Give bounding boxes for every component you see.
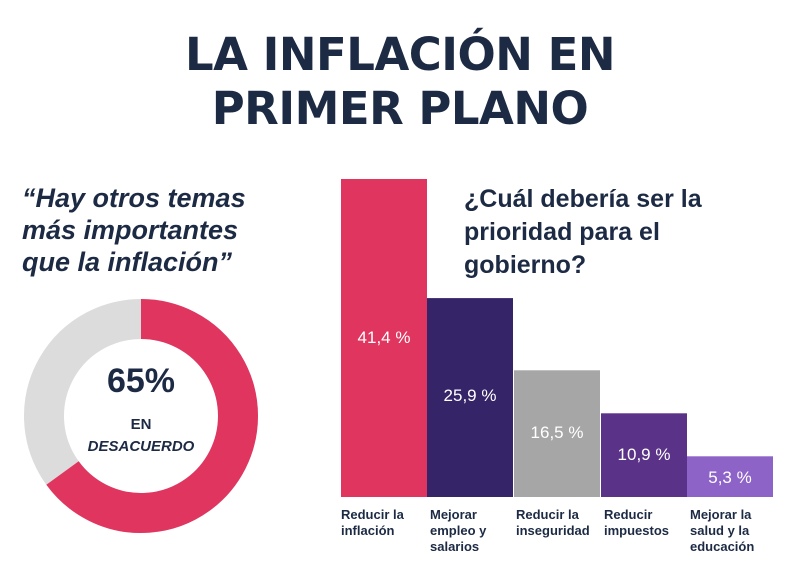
quote-line-3: que la inflación” — [22, 247, 233, 277]
category-label-line: Mejorar — [430, 507, 477, 522]
category-label-health-education: Mejorar la salud y la educación — [690, 507, 754, 555]
donut-status-line-1: EN — [131, 416, 152, 433]
category-label-inflation: Reducir la inflación — [341, 507, 404, 539]
bar-value-label: 16,5 % — [531, 423, 584, 442]
category-label-line: salud y la — [690, 523, 750, 538]
bar-health-education — [687, 456, 773, 497]
bar-taxes — [601, 413, 687, 497]
category-label-line: empleo y — [430, 523, 487, 538]
category-label-line: educación — [690, 539, 755, 554]
donut-percent-label: 65% — [107, 362, 175, 400]
category-label-line: salarios — [430, 539, 480, 554]
category-label-line: inflación — [341, 523, 395, 538]
quote-line-1: “Hay otros temas — [22, 183, 246, 213]
title-line-1: LA INFLACIÓN EN — [184, 28, 616, 81]
page-title: LA INFLACIÓN EN PRIMER PLANO — [0, 28, 800, 136]
question-line-1: ¿Cuál debería ser la — [464, 185, 702, 213]
donut-chart: 65% EN DESACUERDO — [24, 299, 258, 533]
category-label-line: Mejorar la — [690, 507, 752, 522]
chart-question: ¿Cuál debería ser la prioridad para el g… — [464, 183, 784, 282]
category-label-line: impuestos — [604, 523, 670, 538]
category-label-line: Reducir — [604, 507, 653, 522]
quote-line-2: más importantes — [22, 215, 239, 245]
category-label-line: inseguridad — [516, 523, 590, 538]
bar-value-label: 25,9 % — [444, 386, 497, 405]
bar-value-label: 5,3 % — [708, 468, 751, 487]
donut-slice-disagree — [46, 299, 258, 533]
category-label-line: Reducir la — [516, 507, 579, 522]
bar-employment — [427, 298, 513, 497]
category-label-employment: Mejorar empleo y salarios — [430, 507, 486, 555]
question-line-3: gobierno? — [464, 251, 587, 279]
bar-value-label: 10,9 % — [618, 445, 671, 464]
question-line-2: prioridad para el — [464, 218, 660, 246]
bar-value-label: 41,4 % — [358, 328, 411, 347]
title-line-2: PRIMER PLANO — [211, 82, 589, 135]
category-label-taxes: Reducir impuestos — [604, 507, 669, 539]
category-label-line: Reducir la — [341, 507, 404, 522]
bar-inflation — [341, 179, 427, 497]
bar-security — [514, 370, 600, 497]
category-label-security: Reducir la inseguridad — [516, 507, 590, 539]
donut-status-line-2: DESACUERDO — [88, 438, 195, 455]
quote-text: “Hay otros temas más importantes que la … — [22, 182, 302, 278]
